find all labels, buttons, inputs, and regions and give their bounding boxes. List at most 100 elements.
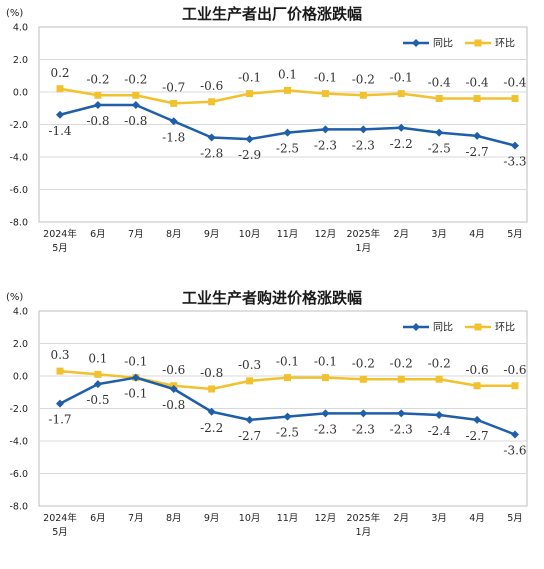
x-tick-label: 3月 (431, 513, 447, 524)
y-tick-label: -8.0 (9, 502, 28, 513)
x-tick-label: 3月 (431, 229, 447, 240)
data-label: -2.7 (466, 145, 489, 159)
y-tick-label: 2.0 (13, 339, 28, 350)
x-tick-label: 4月 (469, 513, 485, 524)
data-label: -0.3 (238, 358, 261, 372)
data-label: -0.6 (466, 363, 489, 377)
data-point (511, 382, 519, 390)
x-tick-label: 2024年 5月 (43, 228, 77, 254)
data-point (207, 407, 216, 416)
x-tick-label: 8月 (166, 229, 182, 240)
x-tick-label: 5月 (507, 229, 523, 240)
data-point (359, 125, 368, 134)
data-point (359, 409, 368, 418)
y-tick-label: 2.0 (13, 55, 28, 66)
data-point (56, 85, 64, 93)
data-point (321, 90, 329, 98)
y-axis-unit: (%) (6, 8, 23, 19)
data-point (131, 101, 140, 109)
x-tick-label: 11月 (277, 513, 299, 524)
data-label: -1.4 (48, 124, 72, 138)
data-point (397, 375, 405, 383)
data-point (473, 415, 482, 424)
data-label: -0.5 (86, 393, 109, 407)
data-label: -2.5 (428, 142, 451, 156)
data-point (473, 131, 482, 140)
data-label: -0.2 (86, 72, 109, 86)
data-label: -2.2 (200, 421, 223, 435)
x-tick-label: 10月 (239, 513, 261, 524)
y-tick-label: -6.0 (9, 469, 28, 480)
legend-marker (474, 323, 482, 331)
data-point (321, 409, 330, 418)
legend-marker (474, 39, 482, 47)
data-label: -1.7 (48, 413, 71, 427)
legend-label: 环比 (495, 38, 515, 50)
x-tick-label: 10月 (239, 229, 261, 240)
chart-title: 工业生产者出厂价格涨跌幅 (182, 5, 362, 23)
data-point (94, 370, 102, 378)
x-tick-label: 2月 (393, 513, 409, 524)
data-point (245, 415, 254, 424)
data-point (435, 375, 443, 383)
data-label: -2.5 (276, 142, 299, 156)
legend-marker (412, 323, 420, 331)
data-point (283, 128, 292, 137)
data-point (170, 99, 178, 107)
data-label: -0.2 (352, 72, 375, 86)
x-tick-label: 11月 (277, 229, 299, 240)
data-point (511, 430, 519, 439)
data-point (397, 123, 406, 132)
data-point (56, 399, 64, 408)
data-label: -0.1 (314, 71, 337, 85)
y-axis-unit: (%) (6, 292, 23, 303)
y-tick-label: -4.0 (9, 153, 28, 164)
data-point (169, 385, 178, 393)
legend-marker (412, 39, 420, 47)
data-label: -2.3 (314, 422, 337, 436)
data-label: -2.8 (200, 147, 223, 161)
chart-title: 工业生产者购进价格涨跌幅 (182, 289, 362, 307)
data-point (284, 374, 291, 382)
data-point (284, 86, 291, 94)
data-label: -0.8 (124, 114, 147, 128)
y-tick-label: -8.0 (9, 218, 28, 229)
x-tick-label: 2025年 1月 (346, 228, 380, 254)
data-point (435, 128, 444, 137)
data-label: 0.1 (88, 351, 107, 365)
x-tick-label: 4月 (469, 229, 485, 240)
data-point (132, 91, 140, 99)
data-point (56, 110, 64, 119)
data-point (397, 90, 405, 98)
data-label: -0.4 (428, 76, 452, 90)
data-point (245, 135, 254, 144)
y-tick-label: 4.0 (13, 307, 28, 318)
data-label: -0.1 (124, 355, 147, 369)
x-tick-label: 2025年 1月 (346, 512, 380, 538)
legend: 同比 环比 (403, 322, 515, 334)
data-label: -2.3 (390, 422, 413, 436)
data-label: -1.8 (162, 130, 185, 144)
data-label: -2.3 (314, 138, 337, 152)
legend-label: 同比 (433, 38, 453, 50)
x-tick-label: 9月 (204, 229, 220, 240)
data-point (246, 377, 254, 385)
y-tick-label: -2.0 (9, 120, 28, 131)
data-point (93, 380, 102, 389)
data-point (283, 412, 292, 421)
data-label: -0.1 (124, 387, 147, 401)
data-point (131, 373, 140, 382)
data-label: -2.2 (390, 137, 413, 151)
data-point (321, 125, 330, 134)
data-label: -0.4 (466, 76, 490, 90)
legend-label: 环比 (495, 322, 515, 334)
data-label: -2.9 (238, 148, 261, 162)
data-label: 0.3 (50, 348, 69, 362)
y-tick-label: 4.0 (13, 23, 28, 34)
data-label: -0.2 (352, 356, 375, 370)
x-tick-label: 2月 (393, 229, 409, 240)
y-tick-label: -2.0 (9, 404, 28, 415)
x-tick-label: 12月 (315, 229, 337, 240)
x-tick-label: 7月 (128, 513, 144, 524)
data-label: -0.2 (124, 72, 147, 86)
